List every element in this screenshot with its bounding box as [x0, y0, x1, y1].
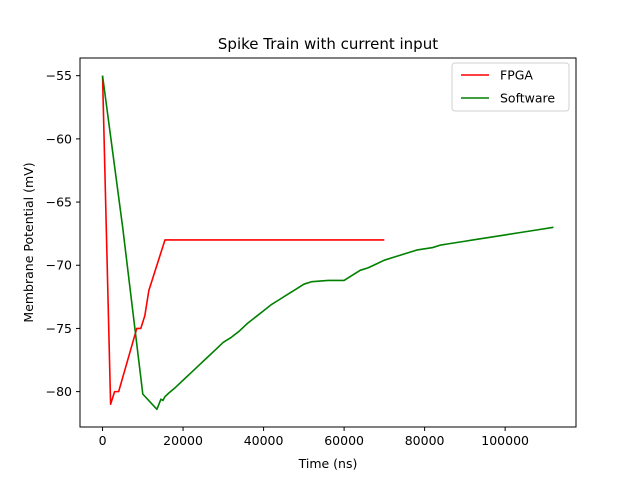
x-axis-label: Time (ns): [298, 456, 358, 471]
y-axis-label: Membrane Potential (mV): [21, 162, 36, 322]
plot-area-frame: [79, 57, 577, 428]
x-tick-label: 100000: [481, 433, 529, 448]
x-tick-label: 60000: [324, 433, 364, 448]
legend-label-fpga: FPGA: [500, 68, 533, 83]
x-tick-label: 40000: [244, 433, 284, 448]
legend: FPGA Software: [451, 62, 570, 112]
series-line-software: [101, 75, 554, 411]
y-tick-label: −80: [46, 384, 72, 399]
y-tick-label: −70: [46, 258, 72, 273]
series-lines: [101, 75, 554, 411]
chart-title: Spike Train with current input: [218, 35, 438, 53]
x-tick-label: 20000: [163, 433, 203, 448]
y-tick-label: −65: [46, 195, 72, 210]
series-line-fpga: [101, 75, 385, 406]
y-axis-ticks: −80 −75 −70 −65 −60 −55: [46, 68, 80, 399]
y-tick-label: −55: [46, 68, 72, 83]
y-tick-label: −60: [46, 131, 72, 146]
x-tick-label: 0: [99, 433, 107, 448]
y-tick-label: −75: [46, 321, 72, 336]
x-axis-ticks: 0 20000 40000 60000 80000 100000: [99, 427, 529, 448]
x-tick-label: 80000: [405, 433, 445, 448]
legend-label-software: Software: [500, 91, 555, 106]
